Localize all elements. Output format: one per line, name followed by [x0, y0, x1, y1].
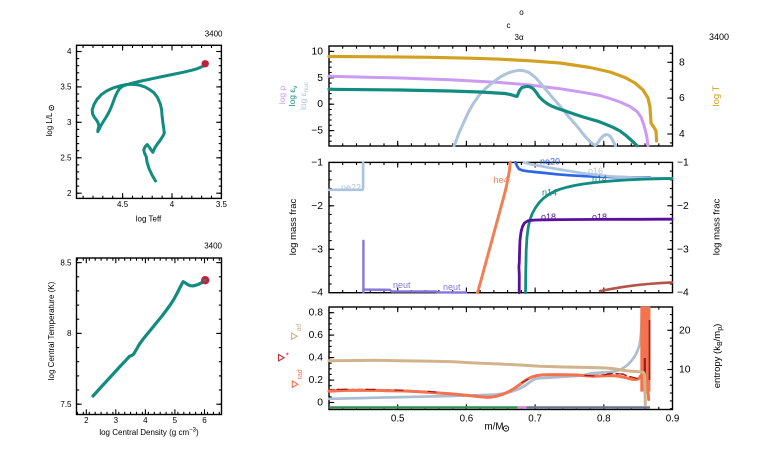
- svg-text:entropy (kB/mp): entropy (kB/mp): [712, 324, 724, 389]
- svg-text:he4: he4: [494, 175, 509, 185]
- svg-text:3400: 3400: [709, 32, 729, 42]
- svg-text:−5: −5: [311, 126, 323, 137]
- svg-text:8: 8: [67, 329, 72, 338]
- svg-text:0.7: 0.7: [528, 414, 542, 425]
- svg-text:neut: neut: [443, 282, 461, 292]
- svg-text:log Central Temperature (K): log Central Temperature (K): [47, 281, 56, 380]
- svg-text:0.4: 0.4: [309, 353, 324, 364]
- svg-text:m/M: m/M: [484, 422, 503, 433]
- svg-text:o18: o18: [541, 212, 556, 222]
- svg-text:0.8: 0.8: [309, 308, 324, 319]
- svg-text:log ρ: log ρ: [277, 86, 287, 105]
- svg-text:7.5: 7.5: [60, 400, 72, 409]
- svg-text:5: 5: [317, 73, 323, 84]
- svg-text:6: 6: [679, 93, 685, 104]
- svg-text:4: 4: [170, 200, 175, 209]
- svg-text:*: *: [286, 352, 289, 361]
- svg-text:3: 3: [67, 118, 72, 127]
- svg-text:10: 10: [679, 365, 691, 376]
- svg-text:3α: 3α: [515, 33, 524, 42]
- svg-text:−1: −1: [311, 157, 323, 168]
- svg-text:0.6: 0.6: [309, 330, 324, 341]
- svg-text:−2: −2: [311, 201, 323, 212]
- svg-text:o: o: [519, 8, 524, 17]
- svg-text:10: 10: [312, 46, 324, 57]
- svg-text:neut: neut: [393, 280, 411, 290]
- svg-text:o16: o16: [588, 166, 603, 176]
- svg-text:−1: −1: [677, 157, 689, 168]
- svg-text:2: 2: [67, 189, 72, 198]
- svg-text:3.5: 3.5: [60, 83, 72, 92]
- svg-text:3.5: 3.5: [216, 200, 228, 209]
- svg-text:3: 3: [114, 416, 119, 425]
- svg-text:log mass frac: log mass frac: [712, 199, 723, 256]
- svg-text:c: c: [507, 21, 511, 30]
- svg-text:n14: n14: [592, 174, 607, 184]
- svg-text:rad: rad: [297, 369, 304, 379]
- svg-text:log mass frac: log mass frac: [288, 199, 299, 256]
- svg-text:0: 0: [317, 398, 323, 409]
- svg-text:20: 20: [679, 325, 691, 336]
- svg-text:log εnuc: log εnuc: [298, 81, 310, 110]
- svg-text:o18: o18: [592, 212, 607, 222]
- svg-text:log L/L: log L/L: [45, 112, 54, 137]
- svg-text:log Central Density (g cm−3): log Central Density (g cm−3): [99, 428, 199, 438]
- svg-text:−2: −2: [677, 201, 689, 212]
- svg-text:−3: −3: [677, 244, 689, 255]
- svg-text:6: 6: [202, 416, 207, 425]
- svg-text:−3: −3: [311, 244, 323, 255]
- svg-text:2: 2: [84, 416, 89, 425]
- svg-text:ne20: ne20: [540, 157, 560, 167]
- svg-text:0.2: 0.2: [309, 375, 324, 386]
- svg-text:0.8: 0.8: [597, 414, 611, 425]
- svg-text:4: 4: [143, 416, 148, 425]
- svg-text:ad: ad: [296, 324, 303, 332]
- svg-text:log εν: log εν: [287, 86, 299, 107]
- svg-text:log T: log T: [711, 85, 722, 106]
- svg-text:3400: 3400: [204, 242, 222, 251]
- svg-text:0.9: 0.9: [666, 414, 680, 425]
- svg-text:ne22: ne22: [341, 183, 361, 193]
- svg-text:n14: n14: [542, 188, 557, 198]
- svg-text:0: 0: [317, 99, 323, 110]
- svg-text:8.5: 8.5: [60, 258, 72, 267]
- svg-text:0.6: 0.6: [460, 414, 474, 425]
- svg-text:5: 5: [173, 416, 178, 425]
- svg-text:4.5: 4.5: [117, 200, 129, 209]
- svg-text:0.5: 0.5: [391, 414, 405, 425]
- svg-text:−4: −4: [677, 288, 689, 299]
- svg-text:−4: −4: [311, 288, 323, 299]
- svg-text:log Teff: log Teff: [136, 214, 162, 223]
- svg-text:2.5: 2.5: [60, 154, 72, 163]
- svg-text:8: 8: [679, 57, 685, 68]
- svg-text:4: 4: [67, 47, 72, 56]
- svg-text:3400: 3400: [205, 30, 223, 39]
- svg-text:4: 4: [679, 129, 685, 140]
